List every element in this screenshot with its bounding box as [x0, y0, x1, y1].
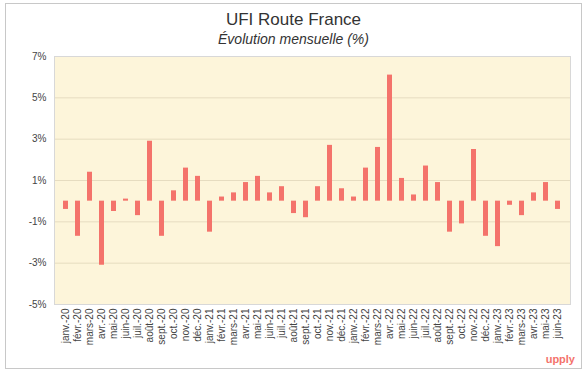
- svg-text:févr.-20: févr.-20: [72, 308, 83, 342]
- html-text:Évolution mensuelle (%): Évolution mensuelle (%): [218, 31, 369, 47]
- svg-text:févr.-23: févr.-23: [504, 308, 515, 342]
- svg-text:3%: 3%: [32, 133, 47, 144]
- svg-text:juin-20: juin-20: [120, 308, 131, 339]
- svg-text:mai-23: mai-23: [540, 308, 551, 339]
- svg-text:juil.-20: juil.-20: [132, 308, 143, 339]
- svg-text:avr.-20: avr.-20: [96, 308, 107, 339]
- svg-text:7%: 7%: [32, 51, 47, 62]
- svg-text:nov.-21: nov.-21: [324, 308, 335, 341]
- svg-text:avr.-22: avr.-22: [384, 308, 395, 339]
- svg-text:mai-22: mai-22: [396, 308, 407, 339]
- svg-text:sept.-22: sept.-22: [444, 308, 455, 345]
- svg-text:déc.-20: déc.-20: [192, 308, 203, 342]
- svg-text:nov.-20: nov.-20: [180, 308, 191, 341]
- svg-text:juin-22: juin-22: [408, 308, 419, 339]
- svg-text:janv.-20: janv.-20: [60, 308, 71, 344]
- svg-text:-1%: -1%: [29, 216, 47, 227]
- svg-text:oct.-22: oct.-22: [456, 308, 467, 339]
- svg-text:août-20: août-20: [144, 308, 155, 342]
- svg-text:août-21: août-21: [288, 308, 299, 342]
- svg-text:-3%: -3%: [29, 257, 47, 268]
- svg-text:mars-22: mars-22: [372, 308, 383, 345]
- svg-text:juin-23: juin-23: [552, 308, 563, 339]
- svg-text:juil.-22: juil.-22: [420, 308, 431, 339]
- svg-text:janv.-22: janv.-22: [348, 308, 359, 344]
- svg-text:févr.-21: févr.-21: [216, 308, 227, 342]
- svg-text:sept.-21: sept.-21: [300, 308, 311, 345]
- svg-text:janv.-21: janv.-21: [204, 308, 215, 344]
- svg-text:-5%: -5%: [29, 299, 47, 310]
- svg-text:5%: 5%: [32, 92, 47, 103]
- svg-text:oct.-21: oct.-21: [312, 308, 323, 339]
- svg-text:mai-21: mai-21: [252, 308, 263, 339]
- svg-text:juil.-21: juil.-21: [276, 308, 287, 339]
- svg-text:août-22: août-22: [432, 308, 443, 342]
- svg-text:nov.-22: nov.-22: [468, 308, 479, 341]
- svg-text:déc.-21: déc.-21: [336, 308, 347, 342]
- svg-text:déc.-22: déc.-22: [480, 308, 491, 342]
- svg-text:févr.-22: févr.-22: [360, 308, 371, 342]
- svg-text:mars-21: mars-21: [228, 308, 239, 345]
- html-text:upply: upply: [545, 353, 575, 365]
- svg-text:oct.-20: oct.-20: [168, 308, 179, 339]
- svg-text:avr.-23: avr.-23: [528, 308, 539, 339]
- svg-text:juin-21: juin-21: [264, 308, 275, 339]
- svg-text:janv.-23: janv.-23: [492, 308, 503, 344]
- svg-text:mars-20: mars-20: [84, 308, 95, 345]
- svg-text:sept.-20: sept.-20: [156, 308, 167, 345]
- svg-text:1%: 1%: [32, 175, 47, 186]
- svg-text:mai-20: mai-20: [108, 308, 119, 339]
- svg-text:mars-23: mars-23: [516, 308, 527, 345]
- html-text:UFI Route France: UFI Route France: [225, 10, 361, 29]
- svg-text:avr.-21: avr.-21: [240, 308, 251, 339]
